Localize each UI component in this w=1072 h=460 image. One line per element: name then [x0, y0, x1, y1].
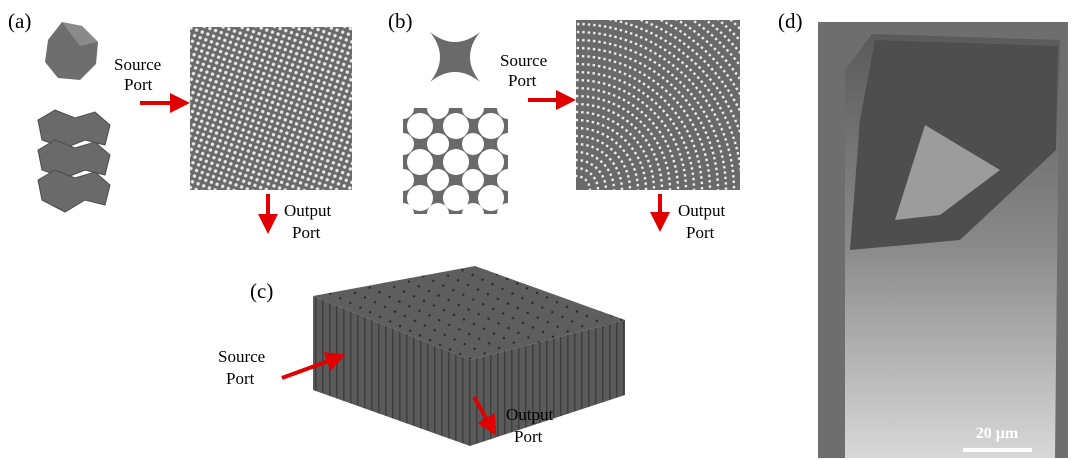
source-port-label: Port — [124, 75, 153, 94]
hole-lattice — [392, 97, 519, 225]
source-port-label: Source — [114, 55, 161, 74]
design-layout — [190, 27, 352, 190]
unit-cell-stack — [38, 110, 110, 212]
output-port-label: Port — [292, 223, 321, 242]
unit-cell-2d — [430, 32, 480, 82]
source-port-label: Port — [508, 71, 537, 90]
output-port-label: Port — [686, 223, 715, 242]
source-port-label: Source — [218, 347, 265, 366]
source-port-label: Port — [226, 369, 255, 388]
page: {"panels": { "a": {"label": "(a)", "sour… — [0, 0, 1072, 460]
output-port-label: Output — [284, 201, 332, 220]
output-port-label: Output — [678, 201, 726, 220]
panel-label: (c) — [250, 279, 273, 303]
figure: (a) Source Port Output Port (b) Source P… — [0, 0, 1072, 460]
output-port-label: Port — [514, 427, 543, 446]
scale-bar-label: 20 μm — [976, 425, 1019, 442]
panel-label: (a) — [8, 9, 31, 33]
panel-label: (b) — [388, 9, 413, 33]
source-port-label: Source — [500, 51, 547, 70]
output-port-label: Output — [506, 405, 554, 424]
panel-label: (d) — [778, 9, 803, 33]
